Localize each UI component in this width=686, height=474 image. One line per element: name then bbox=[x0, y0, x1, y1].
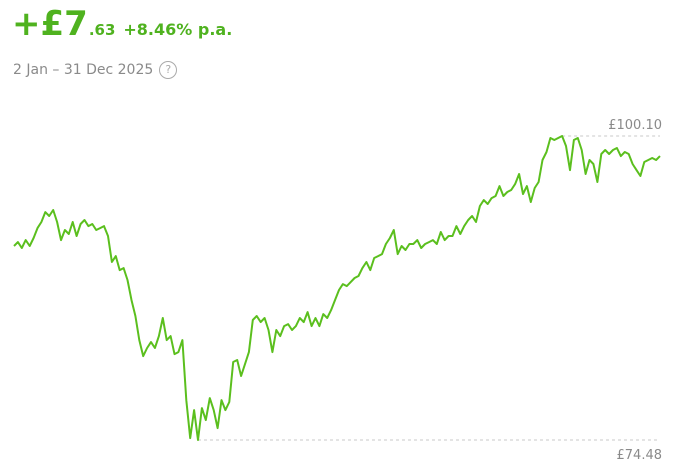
period-row: 2 Jan – 31 Dec 2025? bbox=[13, 61, 178, 79]
gain-minor: .63 bbox=[88, 21, 116, 39]
period: 2 Jan – 31 Dec 2025 bbox=[13, 62, 154, 78]
y-tick-label: £74.48 bbox=[617, 448, 663, 463]
y-tick-label: £100.10 bbox=[608, 118, 662, 133]
price-line bbox=[13, 135, 661, 441]
gain-major: +£7 bbox=[12, 4, 88, 44]
annual-return: +8.46% p.a. bbox=[123, 20, 233, 39]
header: +£7.63 +8.46% p.a. bbox=[12, 4, 232, 44]
help-icon[interactable]: ? bbox=[159, 61, 178, 79]
